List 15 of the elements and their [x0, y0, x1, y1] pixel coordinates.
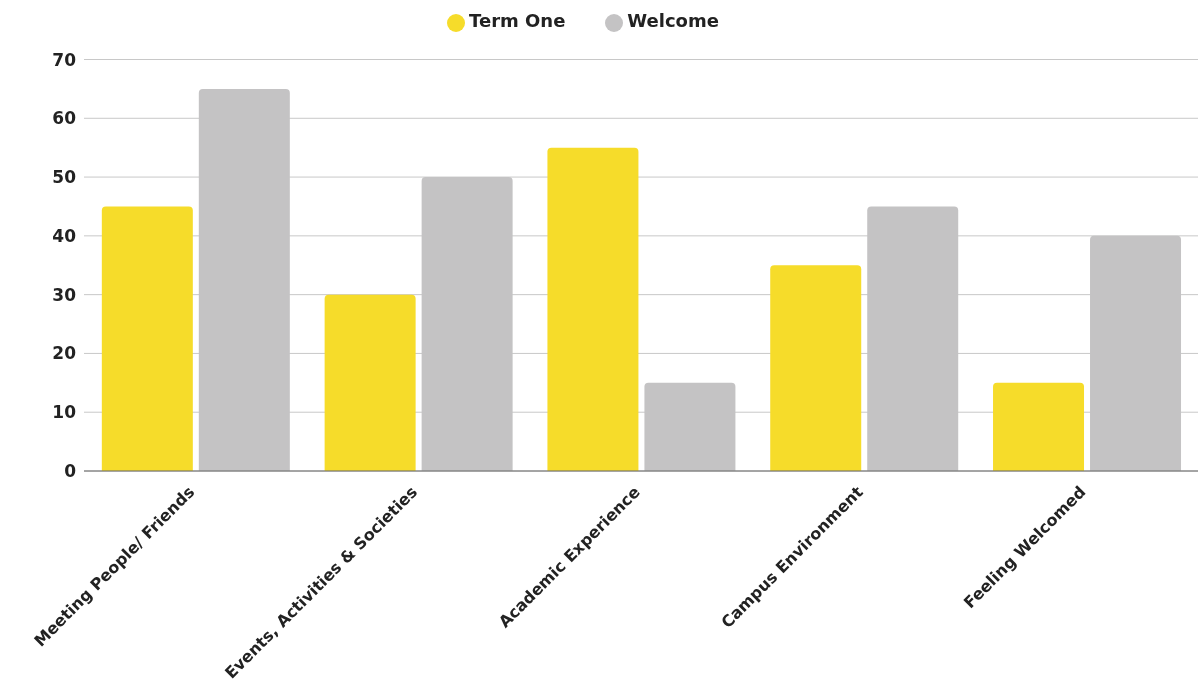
y-tick-label: 50: [52, 167, 77, 188]
y-tick-label: 60: [52, 108, 77, 129]
legend-label: Term One: [469, 10, 566, 31]
bar: [770, 265, 862, 471]
y-tick-label: 20: [52, 343, 77, 364]
bar: [324, 294, 416, 471]
y-tick-label: 0: [64, 461, 77, 482]
bar: [993, 382, 1085, 471]
bar: [547, 147, 639, 471]
y-tick-label: 30: [52, 284, 77, 305]
y-tick-label: 40: [52, 225, 77, 246]
y-tick-label: 70: [52, 49, 77, 70]
bar: [101, 206, 193, 471]
y-tick-label: 10: [52, 402, 77, 423]
legend-label: Welcome: [627, 10, 719, 31]
